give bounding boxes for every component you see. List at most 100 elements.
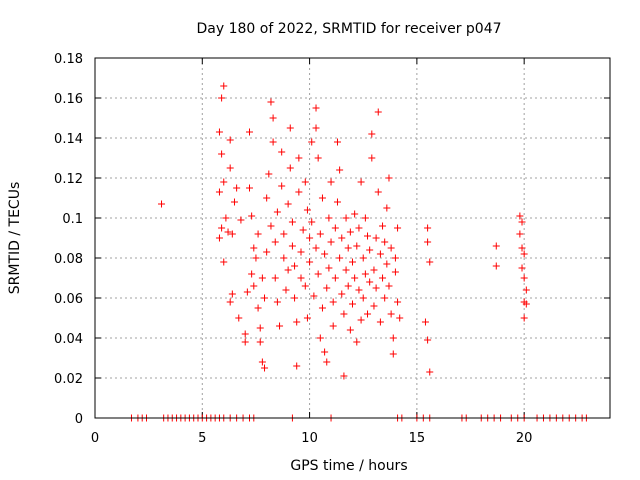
data-point — [310, 292, 318, 300]
data-point — [349, 300, 356, 308]
data-point — [280, 254, 288, 262]
data-point — [273, 298, 281, 306]
data-point — [293, 318, 301, 326]
data-point — [250, 244, 258, 252]
data-point — [318, 304, 326, 312]
data-point — [391, 268, 399, 276]
y-tick-label: 0.02 — [54, 372, 83, 387]
data-point — [261, 294, 269, 302]
data-point — [263, 194, 271, 202]
data-point — [516, 212, 524, 220]
data-point — [218, 150, 226, 158]
data-point — [336, 254, 344, 262]
data-point — [241, 330, 249, 338]
data-point — [340, 372, 348, 380]
data-point — [254, 230, 262, 238]
data-point — [349, 258, 356, 266]
data-point — [303, 206, 311, 214]
data-point — [312, 124, 320, 132]
y-tick-label: 0.08 — [54, 252, 83, 267]
data-point — [258, 274, 266, 282]
chart-title: Day 180 of 2022, SRMTID for receiver p04… — [196, 21, 501, 37]
data-point — [389, 350, 397, 358]
data-point — [387, 310, 395, 318]
data-point — [383, 204, 391, 212]
data-point — [286, 124, 294, 132]
data-point — [338, 290, 346, 298]
data-points — [127, 82, 590, 422]
data-point — [295, 188, 303, 196]
y-tick-label: 0.14 — [54, 132, 83, 147]
data-point — [306, 258, 314, 266]
data-point — [333, 138, 341, 146]
data-point — [278, 148, 286, 156]
data-point — [256, 338, 264, 346]
data-point — [276, 322, 284, 330]
data-point — [286, 164, 294, 172]
y-tick-label: 0.12 — [54, 172, 83, 187]
data-point — [518, 264, 526, 272]
data-point — [243, 288, 251, 296]
data-point — [421, 318, 429, 326]
data-point — [263, 248, 271, 256]
data-point — [522, 286, 530, 294]
data-point — [246, 184, 253, 192]
data-point — [230, 198, 238, 206]
data-point — [288, 218, 296, 226]
data-point — [426, 368, 434, 376]
data-point — [299, 226, 307, 234]
data-point — [340, 310, 348, 318]
data-point — [329, 322, 337, 330]
data-point — [235, 314, 243, 322]
data-point — [293, 362, 301, 370]
data-point — [520, 314, 528, 322]
x-tick-label: 15 — [409, 431, 426, 446]
data-point — [346, 326, 354, 334]
data-point — [250, 282, 258, 290]
data-point — [424, 336, 432, 344]
data-point — [381, 238, 389, 246]
data-point — [222, 214, 230, 222]
data-point — [372, 234, 380, 242]
data-point — [248, 270, 256, 278]
data-point — [297, 274, 305, 282]
data-point — [327, 178, 335, 186]
data-point — [318, 194, 326, 202]
y-tick-label: 0.06 — [54, 292, 83, 307]
data-point — [233, 184, 241, 192]
data-point — [282, 286, 290, 294]
data-point — [273, 208, 281, 216]
data-point — [306, 234, 314, 242]
data-point — [271, 238, 279, 246]
data-point — [269, 138, 277, 146]
data-point — [370, 302, 378, 310]
x-tick-label: 20 — [516, 431, 533, 446]
data-point — [492, 262, 500, 270]
data-point — [336, 166, 344, 174]
data-point — [220, 178, 228, 186]
data-point — [291, 294, 299, 302]
data-point — [321, 348, 329, 356]
data-point — [271, 274, 279, 282]
data-point — [224, 228, 232, 236]
data-point — [351, 210, 359, 218]
y-axis: 0 0.02 0.04 0.06 0.08 0.1 0.12 0.14 0.16 0.18 — [54, 52, 610, 427]
data-point — [267, 98, 275, 106]
data-point — [241, 338, 249, 346]
data-point — [258, 358, 266, 366]
data-point — [252, 254, 260, 262]
data-point — [342, 266, 350, 274]
data-point — [327, 238, 335, 246]
data-point — [351, 274, 359, 282]
data-point — [424, 238, 432, 246]
data-point — [372, 284, 380, 292]
data-point — [353, 242, 361, 250]
data-point — [297, 248, 305, 256]
data-point — [338, 234, 346, 242]
data-point — [254, 304, 262, 312]
data-point — [215, 234, 223, 242]
y-tick-label: 0.16 — [54, 92, 83, 107]
data-point — [321, 250, 329, 258]
data-point — [374, 108, 382, 116]
data-point — [379, 222, 387, 230]
